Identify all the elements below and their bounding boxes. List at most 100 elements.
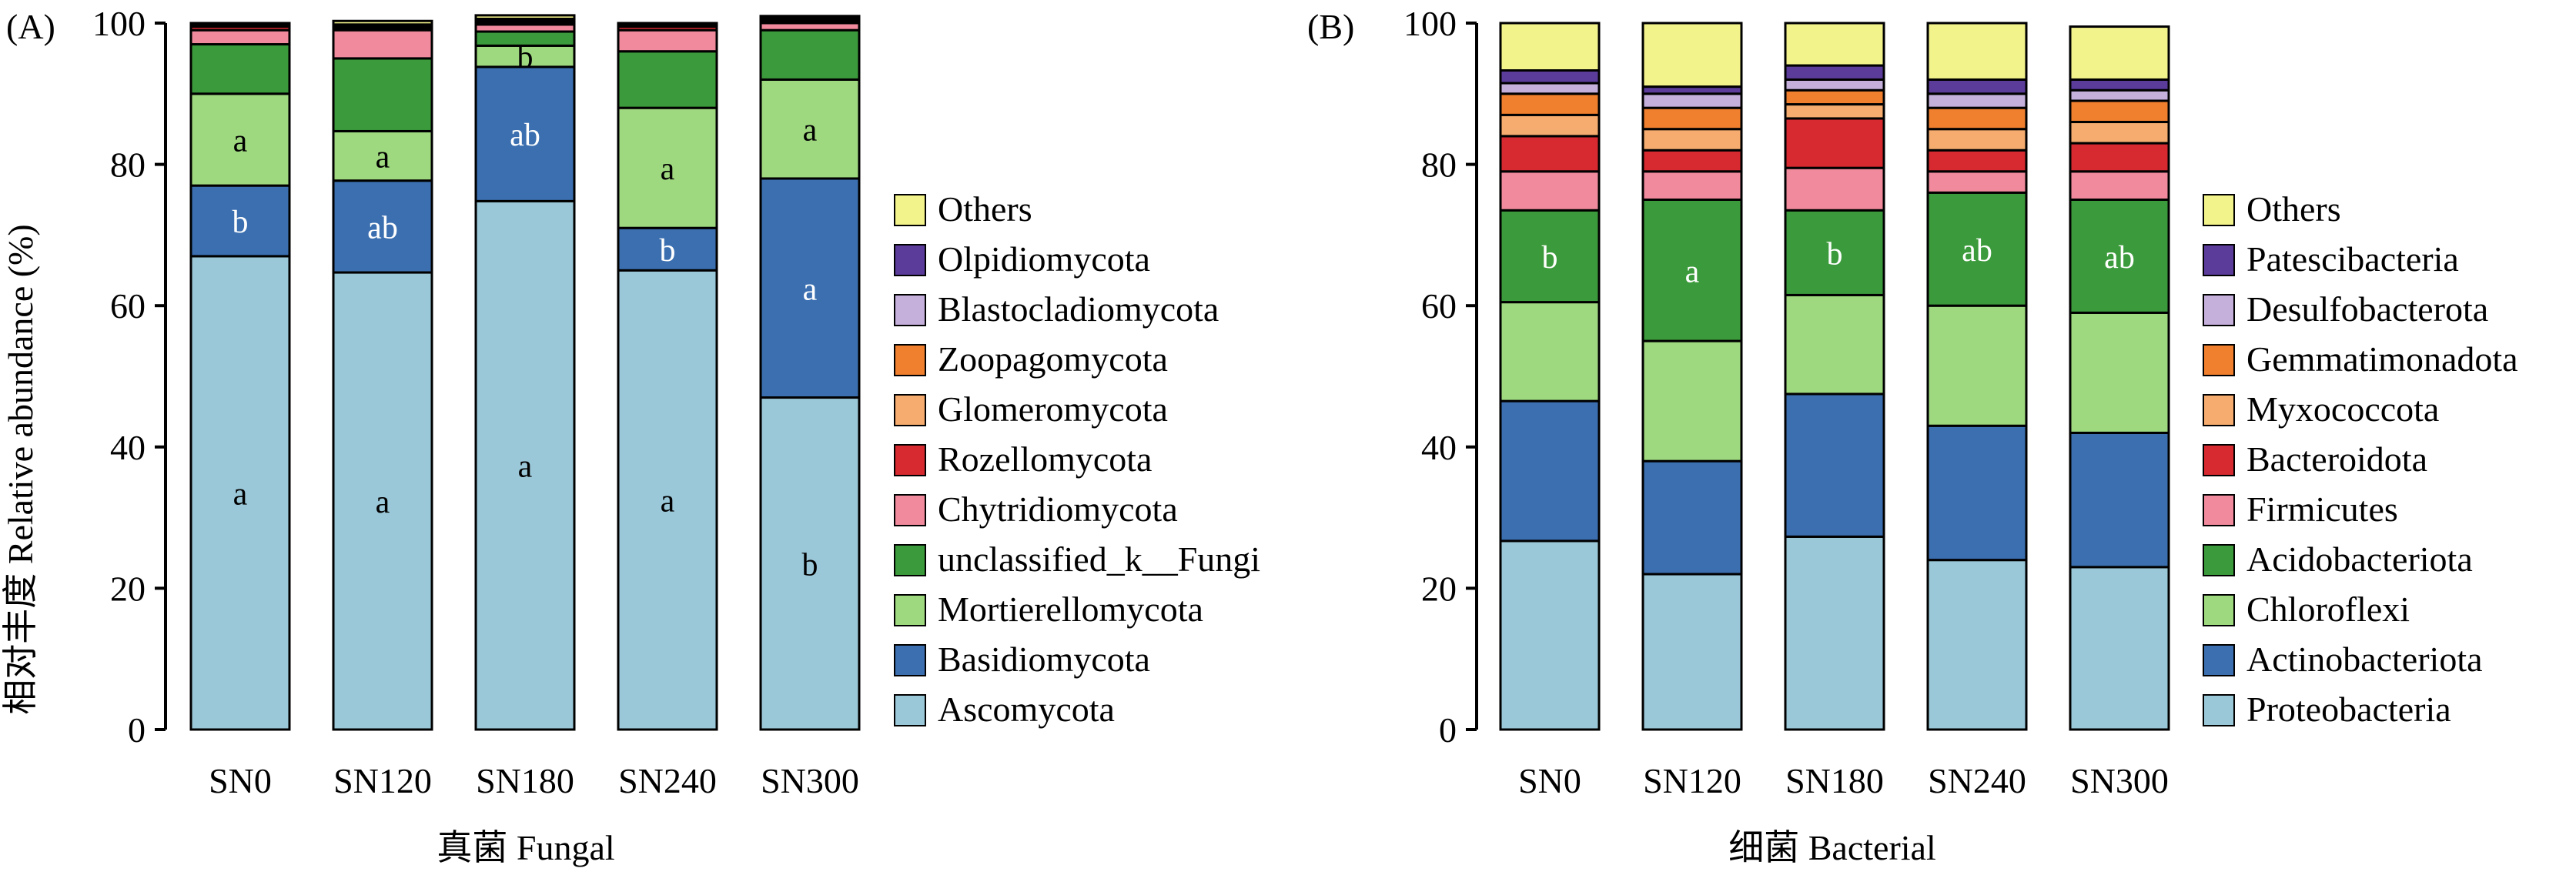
- y-tick-label: 20: [110, 569, 146, 608]
- legend-label: Acidobacteriota: [2246, 539, 2473, 579]
- bar-segment: [759, 28, 861, 81]
- bar-segment: [617, 50, 718, 109]
- bar-segment: [1784, 392, 1885, 538]
- legend-swatch: [894, 544, 926, 576]
- legend-swatch: [894, 494, 926, 526]
- legend-swatch: [2203, 544, 2235, 576]
- bar-segment: [189, 22, 291, 25]
- significance-label: ab: [510, 118, 540, 153]
- significance-label: a: [1685, 254, 1700, 289]
- x-axis-title: 细菌 Bacterial: [1728, 828, 1936, 867]
- bar-segment: [1926, 424, 2028, 562]
- y-tick-label: 100: [1403, 4, 1457, 43]
- bar-segment: [617, 28, 718, 53]
- bar-segment: [1641, 199, 1743, 342]
- legend-swatch: [894, 394, 926, 426]
- bar-segment: [1784, 78, 1885, 92]
- legend-label: Blastocladiomycota: [938, 289, 1219, 329]
- bar-segment: [1784, 117, 1885, 169]
- bar-segment: [332, 129, 433, 182]
- y-tick-label: 20: [1421, 569, 1457, 608]
- bar-segment: [1499, 135, 1601, 173]
- bar-segment: [2069, 25, 2170, 81]
- x-axis-title: 真菌 Fungal: [437, 828, 614, 867]
- legend-swatch: [894, 344, 926, 376]
- x-tick-label: SN180: [1785, 761, 1884, 800]
- bar-segment: [1784, 535, 1885, 731]
- bar-segment: [1784, 103, 1885, 120]
- legend-label: Basidiomycota: [938, 640, 1150, 679]
- bar-segment: [617, 106, 718, 229]
- significance-label: b: [802, 547, 818, 583]
- bar-segment: [759, 15, 861, 19]
- bar-segment: [1499, 399, 1601, 543]
- x-tick-label: SN120: [333, 761, 432, 800]
- significance-label: a: [803, 272, 818, 307]
- x-tick-label: SN300: [761, 761, 859, 800]
- bar-segment: [1926, 92, 2028, 109]
- bar-segment: [2069, 99, 2170, 124]
- x-tick-label: SN120: [1643, 761, 1741, 800]
- significance-label: a: [376, 485, 390, 520]
- bar-segment: [1784, 64, 1885, 81]
- bar-segment: [1784, 293, 1885, 396]
- bar-segment: [1641, 22, 1743, 89]
- legend-swatch: [2203, 494, 2235, 526]
- bar-segment: [1641, 106, 1743, 131]
- bar-segment: [1641, 92, 1743, 109]
- bar-segment: [1784, 209, 1885, 296]
- y-tick-label: 60: [1421, 286, 1457, 326]
- bar-segment: [189, 92, 291, 187]
- bar-segment: [617, 226, 718, 272]
- x-tick-label: SN0: [209, 761, 272, 800]
- bar-segment: [1499, 82, 1601, 95]
- bar-segment: [1926, 78, 2028, 95]
- bar-segment: [1499, 92, 1601, 116]
- bar-segment: [332, 19, 433, 26]
- bar-segment: [1641, 128, 1743, 152]
- y-tick-label: 80: [110, 145, 146, 185]
- y-tick-label: 60: [110, 286, 146, 326]
- x-tick-label: SN240: [1928, 761, 2026, 800]
- legend-label: Rozellomycota: [938, 439, 1152, 479]
- bar-segment: [1926, 170, 2028, 194]
- legend-label: Proteobacteria: [2246, 690, 2451, 729]
- bar-segment: [617, 269, 718, 731]
- significance-label: a: [803, 113, 818, 149]
- legend-swatch: [2203, 444, 2235, 476]
- legend-label: Chloroflexi: [2246, 589, 2410, 629]
- bar-segment: [2069, 170, 2170, 201]
- legend-swatch: [894, 594, 926, 626]
- bar-segment: [332, 28, 433, 60]
- bar-segment: [1499, 69, 1601, 85]
- significance-label: b: [1542, 240, 1558, 276]
- bar-segment: [1784, 89, 1885, 106]
- legend-label: Olpidiomycota: [938, 239, 1150, 279]
- legend-label: Zoopagomycota: [938, 339, 1168, 379]
- significance-label: b: [1827, 236, 1843, 272]
- bar-segment: [189, 255, 291, 731]
- significance-label: b: [517, 40, 534, 75]
- panel-bacterial: (B) 0 20 40 60 80 100 b SN0 a SN120 b SN180 ab SN240 ab…: [1307, 4, 2518, 867]
- bar-segment: [759, 396, 861, 731]
- significance-label: a: [661, 484, 675, 519]
- bar-segment: [1926, 22, 2028, 81]
- legend-swatch: [2203, 594, 2235, 626]
- legend-swatch: [2203, 344, 2235, 376]
- legend-label: unclassified_k__Fungi: [938, 539, 1260, 579]
- significance-label: ab: [367, 210, 398, 245]
- bar-segment: [189, 28, 291, 46]
- legend-label: Others: [2246, 189, 2341, 229]
- bar-segment: [1926, 559, 2028, 731]
- bar-segment: [189, 43, 291, 95]
- bar-segment: [1641, 459, 1743, 576]
- bar-segment: [2069, 566, 2170, 731]
- bar-segment: [2069, 78, 2170, 92]
- y-axis-title: 相对丰度 Relative abundance (%): [1, 224, 40, 714]
- legend-swatch: [894, 444, 926, 476]
- legend-label: Chytridiomycota: [938, 489, 1178, 529]
- bar-segment: [617, 22, 718, 25]
- bar-segment: [332, 57, 433, 132]
- bar-segment: [1926, 304, 2028, 427]
